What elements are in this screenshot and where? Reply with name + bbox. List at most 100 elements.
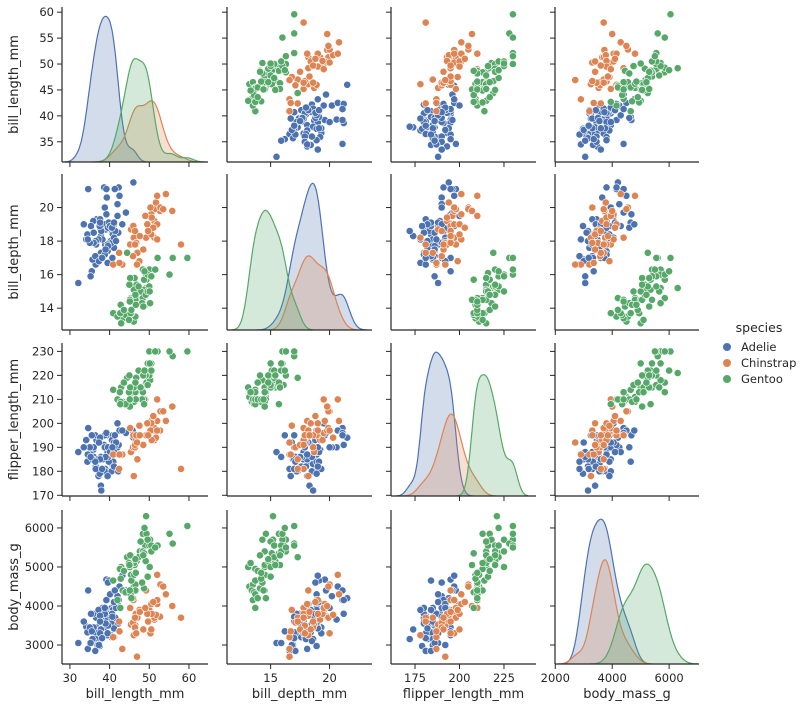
point-chinstrap — [287, 606, 296, 614]
point-gentoo — [278, 33, 287, 42]
point-adelie — [286, 472, 295, 480]
point-gentoo — [256, 371, 264, 380]
point-gentoo — [494, 74, 503, 82]
point-adelie — [89, 228, 98, 237]
point-chinstrap — [588, 431, 597, 440]
point-chinstrap — [129, 252, 137, 261]
point-adelie — [100, 604, 109, 612]
point-gentoo — [469, 66, 478, 75]
point-gentoo — [636, 59, 645, 68]
point-chinstrap — [177, 240, 185, 249]
kde-line-adelie — [64, 15, 148, 163]
point-adelie — [430, 272, 439, 281]
point-chinstrap — [611, 223, 619, 232]
point-gentoo — [123, 248, 131, 257]
point-adelie — [575, 464, 584, 473]
point-adelie — [272, 448, 281, 456]
point-chinstrap — [299, 18, 308, 27]
point-chinstrap — [421, 18, 430, 27]
point-chinstrap — [168, 402, 177, 411]
point-chinstrap — [428, 75, 437, 84]
point-adelie — [606, 118, 615, 126]
point-adelie — [427, 130, 435, 139]
point-adelie — [626, 457, 635, 466]
x-tick-label: 2000 — [541, 671, 570, 685]
point-chinstrap — [146, 203, 155, 212]
point-gentoo — [491, 280, 499, 289]
point-gentoo — [290, 541, 299, 550]
point-chinstrap — [118, 645, 127, 653]
point-adelie — [584, 464, 593, 473]
point-chinstrap — [599, 78, 608, 87]
point-chinstrap — [159, 407, 168, 416]
point-adelie — [313, 462, 322, 471]
point-adelie — [423, 624, 432, 633]
point-gentoo — [660, 388, 669, 397]
point-gentoo — [266, 359, 275, 368]
point-adelie — [575, 252, 584, 261]
point-gentoo — [491, 561, 499, 569]
point-adelie — [577, 235, 585, 244]
point-chinstrap — [446, 629, 455, 638]
point-adelie — [87, 431, 96, 440]
point-gentoo — [264, 378, 273, 387]
x-tick-label: 4000 — [598, 671, 627, 685]
y-tick-label: 200 — [32, 416, 54, 430]
point-gentoo — [290, 10, 299, 19]
point-chinstrap — [323, 402, 332, 411]
point-gentoo — [153, 253, 162, 262]
point-chinstrap — [455, 62, 464, 71]
kde-fill-gentoo — [456, 374, 529, 496]
point-adelie — [596, 124, 605, 133]
x-axis-label: flipper_length_mm — [403, 687, 524, 702]
point-adelie — [74, 639, 83, 647]
point-chinstrap — [599, 240, 608, 249]
point-chinstrap — [439, 67, 448, 76]
y-tick-label: 5000 — [25, 560, 54, 574]
point-chinstrap — [135, 232, 144, 240]
point-gentoo — [673, 284, 682, 292]
point-gentoo — [270, 541, 279, 550]
point-gentoo — [489, 248, 498, 257]
point-adelie — [579, 222, 587, 230]
y-tick-label: 6000 — [25, 521, 54, 535]
point-chinstrap — [604, 431, 612, 440]
point-gentoo — [125, 395, 134, 404]
point-adelie — [405, 635, 414, 643]
point-gentoo — [258, 535, 267, 544]
point-gentoo — [491, 86, 499, 94]
legend-title: species — [735, 320, 783, 335]
point-gentoo — [642, 290, 651, 299]
point-adelie — [421, 260, 430, 269]
point-chinstrap — [588, 238, 597, 247]
point-chinstrap — [131, 613, 139, 622]
point-adelie — [277, 136, 286, 145]
point-gentoo — [612, 101, 621, 110]
point-gentoo — [261, 594, 270, 603]
y-axis-label: body_mass_g — [7, 543, 22, 631]
point-gentoo — [469, 604, 478, 612]
point-adelie — [575, 457, 584, 466]
point-chinstrap — [177, 464, 185, 473]
point-gentoo — [258, 59, 267, 67]
x-tick-label: 50 — [142, 671, 157, 685]
point-chinstrap — [139, 625, 148, 634]
point-adelie — [584, 486, 592, 495]
point-adelie — [110, 586, 119, 595]
point-adelie — [86, 639, 95, 647]
point-chinstrap — [131, 227, 139, 235]
point-gentoo — [619, 395, 628, 404]
point-chinstrap — [450, 203, 459, 212]
point-chinstrap — [460, 54, 469, 63]
point-gentoo — [666, 10, 675, 19]
point-chinstrap — [443, 213, 451, 222]
point-adelie — [98, 464, 106, 473]
point-adelie — [589, 267, 598, 276]
point-adelie — [303, 450, 312, 459]
point-chinstrap — [153, 570, 162, 579]
point-gentoo — [633, 378, 642, 387]
point-adelie — [84, 424, 93, 432]
point-chinstrap — [115, 248, 123, 257]
point-chinstrap — [144, 431, 152, 440]
point-chinstrap — [577, 95, 585, 104]
